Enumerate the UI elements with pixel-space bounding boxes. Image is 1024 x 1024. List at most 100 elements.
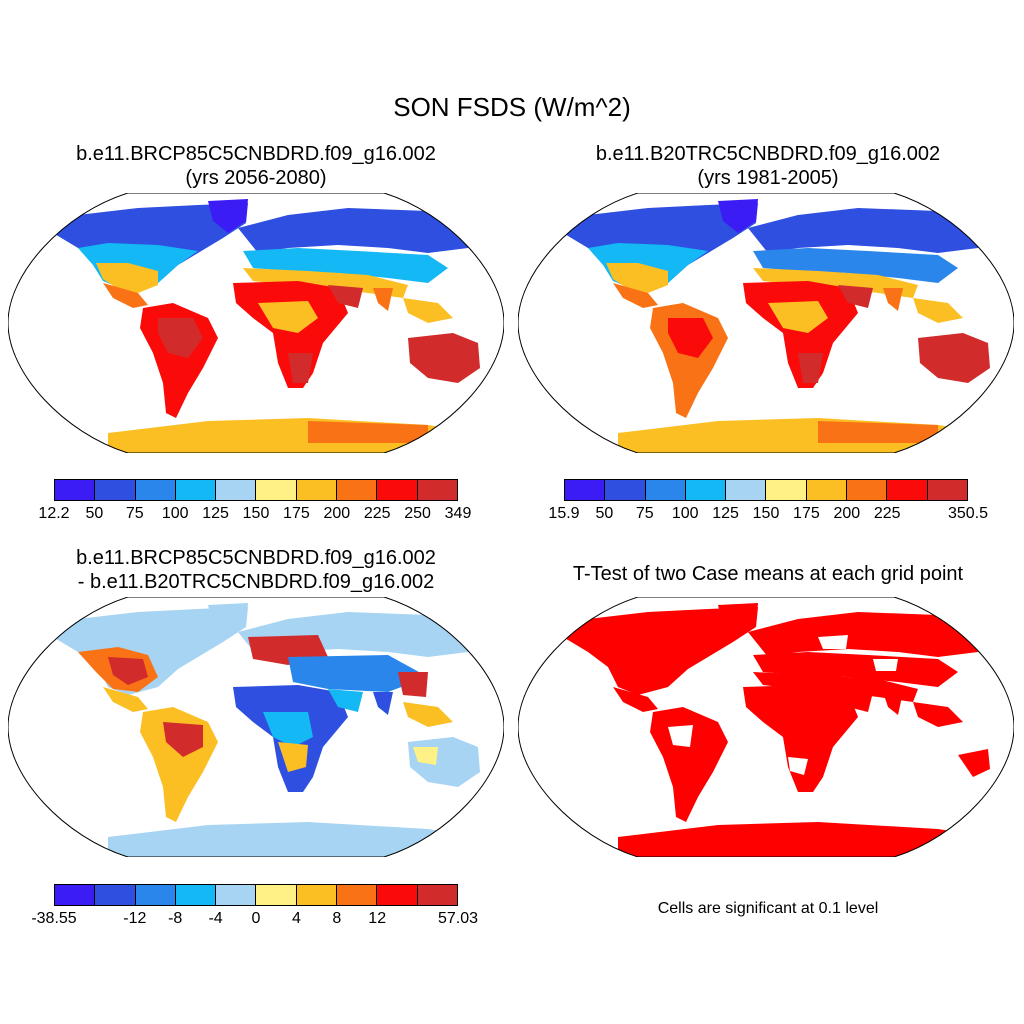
greenland: [718, 199, 758, 233]
colorbar-swatch: [296, 885, 338, 905]
eurasia-mid: [753, 248, 958, 283]
antarctica-east: [818, 421, 938, 443]
colorbar-tick-label: 150: [752, 505, 780, 522]
panel2-title-line1: b.e11.B20TRC5CNBDRD.f09_g16.002: [595, 143, 941, 165]
amazon: [163, 722, 203, 757]
colorbar-swatch: [337, 480, 378, 500]
map-case1: [8, 193, 504, 453]
colorbar-swatch: [95, 480, 136, 500]
colorbar-swatch: [55, 480, 96, 500]
africa-south: [798, 353, 823, 383]
colorbar-swatch: [175, 480, 217, 500]
colorbar-tick-label: 250: [404, 505, 431, 522]
greenland: [208, 199, 248, 233]
colorbar-tick-label: 100: [671, 505, 699, 522]
map-border: [8, 597, 504, 857]
colorbar-swatch: [135, 885, 176, 905]
india: [373, 288, 393, 311]
significance-note: Cells are significant at 0.1 level: [657, 900, 879, 917]
central-america: [103, 283, 148, 308]
africa-equator: [258, 301, 318, 333]
africa-south-warm: [278, 742, 308, 772]
panel4-title: T-Test of two Case means at each grid po…: [512, 562, 1024, 586]
colorbar-case2: [564, 479, 968, 501]
colorbar-swatch: [377, 480, 418, 500]
colorbar-tick-label: 75: [125, 505, 144, 522]
colorbar-swatch: [216, 480, 257, 500]
colorbar-tick-label: 225: [363, 505, 391, 522]
arabia: [838, 285, 873, 308]
colorbar-tick-label: 175: [283, 505, 310, 522]
colorbar-tick-label: 125: [202, 505, 229, 522]
colorbar-tick-label: 75: [635, 505, 654, 522]
eurasia-south: [753, 268, 918, 298]
colorbar-tick-label: -8: [168, 910, 183, 927]
colorbar-swatch: [377, 885, 418, 905]
arabia: [328, 689, 363, 712]
colorbar-tick-label: -38.55: [31, 910, 77, 927]
colorbar-tick-label: 57.03: [437, 910, 479, 927]
antarctica-east: [308, 421, 428, 443]
eurasia-mid: [288, 655, 428, 692]
colorbar-tick-label: 350.5: [947, 505, 989, 522]
colorbar-tick-label: 50: [595, 505, 614, 522]
panel1-title-line2: (yrs 2056-2080): [185, 167, 327, 189]
panel3-title-line2: - b.e11.B20TRC5CNBDRD.f09_g16.002: [77, 571, 435, 593]
na-hot: [108, 657, 148, 685]
colorbar-swatch: [927, 480, 967, 500]
panel1-title: b.e11.BRCP85C5CNBDRD.f09_g16.002 (yrs 20…: [0, 142, 512, 190]
colorbar-swatch: [296, 480, 338, 500]
colorbar-swatch: [216, 885, 257, 905]
se-asia: [913, 298, 963, 323]
map-border: [518, 597, 1014, 857]
central-america: [613, 283, 658, 308]
main-title: SON FSDS (W/m^2): [393, 92, 631, 122]
colorbar-tick-label: 15.9: [548, 505, 580, 522]
colorbar-difference: [54, 884, 458, 906]
colorbar-swatch: [337, 885, 378, 905]
colorbar-swatch: [417, 480, 457, 500]
colorbar-swatch: [806, 480, 848, 500]
china-hot: [398, 672, 428, 697]
eurasia-mid: [243, 248, 448, 283]
panel2-title: b.e11.B20TRC5CNBDRD.f09_g16.002 (yrs 198…: [512, 142, 1024, 190]
colorbar-swatch: [95, 885, 136, 905]
colorbar-tick-label: 225: [873, 505, 901, 522]
colorbar-tick-label: 175: [793, 505, 820, 522]
map-ttest: [518, 597, 1014, 857]
colorbar-swatch: [135, 480, 176, 500]
colorbar-tick-label: 200: [833, 505, 861, 522]
na-south: [96, 263, 158, 293]
colorbar-tick-label: 4: [291, 910, 301, 927]
greenland: [208, 603, 248, 637]
colorbar-swatch: [256, 885, 297, 905]
colorbar-case1: [54, 479, 458, 501]
colorbar-swatch: [256, 480, 297, 500]
colorbar-tick-label: -12: [123, 910, 147, 927]
panel4-title-line1: T-Test of two Case means at each grid po…: [572, 563, 964, 585]
africa-equator: [263, 712, 313, 747]
colorbar-tick-label: -4: [208, 910, 223, 927]
colorbar-tick-label: 0: [251, 910, 261, 927]
panel3-title-line1: b.e11.BRCP85C5CNBDRD.f09_g16.002: [76, 547, 436, 569]
colorbar-swatch: [565, 480, 606, 500]
india: [883, 288, 903, 311]
significant-cells: [563, 603, 990, 857]
africa-equator: [768, 301, 828, 333]
amazon: [158, 318, 203, 358]
colorbar-swatch: [685, 480, 727, 500]
non-significant-cells: [668, 635, 958, 775]
se-asia: [403, 702, 453, 727]
colorbar-tick-label: 12: [368, 910, 387, 927]
colorbar-tick-label: 50: [85, 505, 104, 522]
colorbar-tick-label: 150: [242, 505, 270, 522]
colorbar-swatch: [417, 885, 457, 905]
colorbar-tick-label: 349: [444, 505, 472, 522]
australia: [408, 333, 480, 383]
colorbar-swatch: [847, 480, 888, 500]
se-asia: [403, 298, 453, 323]
colorbar-tick-label: 125: [712, 505, 739, 522]
colorbar-swatch: [887, 480, 928, 500]
colorbar-swatch: [55, 885, 96, 905]
colorbar-tick-label: 100: [161, 505, 189, 522]
